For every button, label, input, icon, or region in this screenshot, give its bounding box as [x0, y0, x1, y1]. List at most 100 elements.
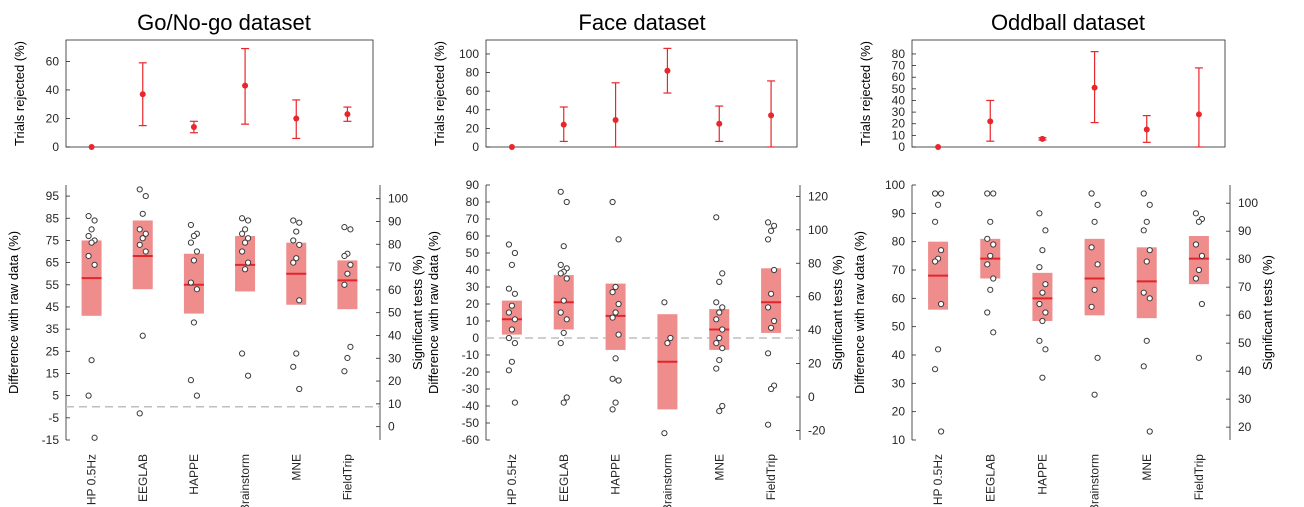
error-bar-point: [189, 120, 198, 134]
error-bar-point: [508, 144, 515, 150]
y-tick-label: 70: [466, 212, 480, 226]
y-tick-label: 10: [892, 128, 906, 142]
x-tick-label: Brainstorm: [1088, 454, 1102, 507]
data-point: [241, 226, 249, 233]
data-point: [557, 340, 564, 347]
y-axis-label: Difference with raw data (%): [426, 231, 441, 394]
data-point: [984, 190, 991, 197]
data-point: [511, 290, 519, 297]
top-axes: 0 20 40 60 Trials rejected (%): [12, 39, 374, 154]
data-point: [505, 241, 513, 248]
data-point: [341, 252, 348, 260]
data-point: [511, 249, 519, 257]
right-axis-label: Significant tests (%): [410, 255, 425, 370]
y-axis-label: Difference with raw data (%): [6, 231, 21, 394]
right-y-tick-label: 100: [1238, 196, 1258, 210]
right-y-tick-label: 20: [388, 374, 402, 388]
x-tick-label: HAPPE: [1035, 454, 1049, 495]
data-point: [1140, 363, 1147, 370]
x-tick-label: MNE: [289, 454, 303, 481]
panel-title: Oddball dataset: [991, 10, 1145, 35]
mean-marker: [935, 144, 942, 150]
data-point: [615, 331, 622, 338]
data-point: [1146, 295, 1153, 302]
panel-title: Face dataset: [578, 10, 705, 35]
error-bar-point: [1090, 51, 1099, 124]
data-point: [1094, 354, 1101, 361]
data-point: [615, 377, 622, 384]
error-bar-point: [935, 144, 942, 150]
y-tick-label: 80: [892, 235, 906, 249]
data-point: [931, 190, 939, 197]
y-tick-label: 60: [892, 291, 906, 305]
y-tick-label: 70: [892, 59, 906, 73]
mean-marker: [88, 144, 95, 150]
data-point: [1091, 391, 1098, 398]
data-point: [187, 239, 195, 246]
right-y-tick-label: 30: [1238, 392, 1252, 406]
bottom-axes: -60 -50 -40 -30 -20 -10 0 10 20 30 40 50 60 70 80 90 -20…: [426, 178, 845, 507]
box-1: [980, 190, 1001, 336]
data-point: [142, 192, 149, 200]
y-tick-label: 100: [885, 178, 905, 192]
data-point: [560, 243, 567, 250]
y-tick-label: 60: [892, 70, 906, 84]
data-point: [190, 257, 198, 264]
data-point: [661, 299, 668, 306]
top-axes: 0 20 40 60 80 100 Trials rejected (%): [432, 39, 798, 154]
data-point: [557, 261, 564, 268]
data-point: [91, 217, 98, 224]
data-point: [187, 377, 195, 384]
y-tick-label: 85: [46, 211, 60, 225]
data-point: [1039, 317, 1046, 325]
data-point: [1143, 258, 1150, 265]
data-point: [560, 297, 567, 304]
data-point: [661, 430, 668, 437]
box-4: [1136, 190, 1157, 435]
y-tick-label: 70: [892, 263, 906, 277]
data-point: [1195, 218, 1203, 225]
data-point: [238, 215, 246, 222]
data-point: [984, 235, 991, 242]
iqr-box: [501, 300, 522, 335]
data-point: [85, 232, 92, 240]
y-tick-label: 60: [46, 54, 60, 68]
right-y-tick-label: 0: [388, 420, 395, 434]
data-point: [136, 241, 143, 248]
box-1: [132, 186, 153, 417]
data-point: [719, 402, 726, 410]
y-tick-label: 45: [46, 300, 60, 314]
data-point: [508, 261, 516, 268]
box-3: [657, 299, 678, 437]
y-tick-label: 0: [472, 331, 479, 345]
data-point: [990, 241, 997, 248]
y-axis-label: Trials rejected (%): [432, 41, 447, 146]
data-point: [1146, 201, 1153, 208]
data-point: [508, 326, 516, 333]
data-point: [88, 239, 95, 246]
data-point: [244, 259, 252, 266]
box-4: [286, 217, 307, 393]
data-point: [511, 316, 519, 323]
axes-box: [65, 39, 374, 148]
panel-gonogo: Go/No-go dataset 0 20 40 60 Trials rejected (…: [6, 10, 425, 507]
error-bar-point: [663, 47, 672, 94]
y-tick-label: 40: [46, 83, 60, 97]
y-tick-label: 90: [466, 178, 480, 192]
right-y-tick-label: -20: [808, 423, 826, 437]
mean-marker: [612, 117, 619, 124]
right-axis-label: Significant tests (%): [1260, 255, 1275, 370]
right-y-tick-label: 20: [808, 357, 822, 371]
data-point: [193, 392, 201, 399]
data-point: [764, 219, 772, 226]
data-point: [85, 252, 92, 260]
data-point: [344, 270, 351, 277]
data-point: [1192, 275, 1200, 282]
right-y-tick-label: 60: [388, 283, 402, 297]
y-tick-label: 55: [46, 278, 60, 292]
y-tick-label: -50: [462, 416, 480, 430]
data-point: [770, 222, 778, 229]
y-tick-label: 90: [892, 206, 906, 220]
data-point: [937, 428, 945, 435]
